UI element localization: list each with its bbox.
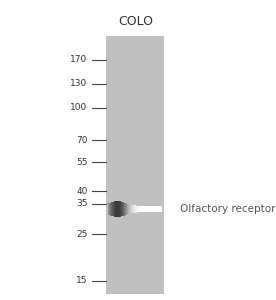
Text: Olfactory receptor 2A42: Olfactory receptor 2A42 (181, 204, 276, 214)
Text: 35: 35 (76, 199, 88, 208)
Text: 55: 55 (76, 158, 88, 167)
Text: 100: 100 (70, 103, 88, 112)
Text: 25: 25 (76, 230, 88, 239)
Text: 170: 170 (70, 55, 88, 64)
Text: 70: 70 (76, 136, 88, 145)
Text: 15: 15 (76, 276, 88, 285)
Bar (106, 36, 164, 294)
Text: COLO: COLO (118, 15, 153, 28)
Text: 130: 130 (70, 80, 88, 88)
Text: 40: 40 (76, 187, 88, 196)
